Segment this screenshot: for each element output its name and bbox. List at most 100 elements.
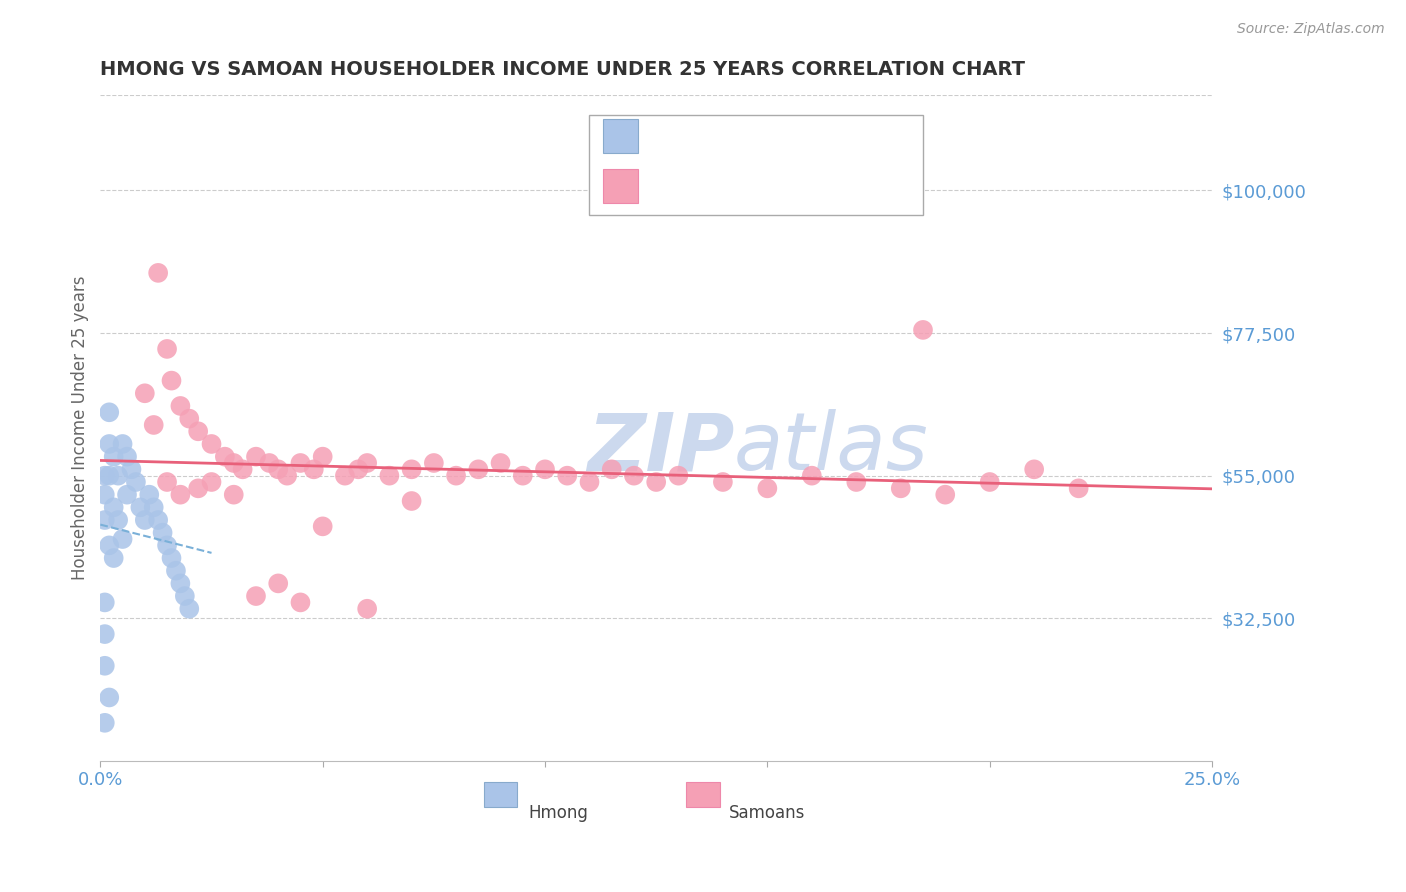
Point <box>1024 462 1046 476</box>
Point <box>711 475 734 489</box>
Point <box>245 589 267 603</box>
Point <box>232 462 254 476</box>
Point <box>169 399 191 413</box>
Point <box>623 468 645 483</box>
Point <box>512 468 534 483</box>
Point <box>94 627 117 641</box>
Point <box>222 456 245 470</box>
Point <box>222 488 245 502</box>
Point <box>94 513 117 527</box>
Point <box>173 589 195 603</box>
Bar <box>603 119 638 153</box>
Point <box>115 488 138 502</box>
Bar <box>686 782 720 807</box>
Point <box>187 425 209 439</box>
Point <box>142 417 165 432</box>
Point <box>115 450 138 464</box>
Bar <box>603 169 638 203</box>
Point <box>259 456 281 470</box>
Text: Source: ZipAtlas.com: Source: ZipAtlas.com <box>1237 22 1385 37</box>
Point <box>800 468 823 483</box>
Point <box>979 475 1001 489</box>
Point <box>467 462 489 476</box>
Point <box>276 468 298 483</box>
Point <box>94 468 117 483</box>
Point <box>138 488 160 502</box>
Point <box>845 475 868 489</box>
Text: R = -0.058: R = -0.058 <box>654 174 751 192</box>
Point <box>668 468 690 483</box>
Point <box>125 475 148 489</box>
Text: N = 30: N = 30 <box>787 124 849 142</box>
Point <box>489 456 512 470</box>
Point <box>401 494 423 508</box>
Text: ZIP: ZIP <box>586 409 734 487</box>
Point <box>98 468 121 483</box>
Point <box>179 601 201 615</box>
Point <box>98 405 121 419</box>
FancyBboxPatch shape <box>589 115 922 215</box>
Point <box>1067 481 1090 495</box>
Point <box>169 576 191 591</box>
Point <box>911 323 934 337</box>
Point <box>333 468 356 483</box>
Point <box>160 551 183 566</box>
Point <box>156 475 179 489</box>
Point <box>890 481 912 495</box>
Point <box>111 532 134 546</box>
Point <box>200 437 222 451</box>
Point <box>134 513 156 527</box>
Point <box>94 595 117 609</box>
Point <box>187 481 209 495</box>
Point <box>94 658 117 673</box>
Point <box>934 488 956 502</box>
Y-axis label: Householder Income Under 25 years: Householder Income Under 25 years <box>72 276 89 581</box>
Point <box>578 475 600 489</box>
Point <box>103 450 125 464</box>
Point <box>290 456 312 470</box>
Point <box>107 513 129 527</box>
Point <box>401 462 423 476</box>
Point <box>94 715 117 730</box>
Point <box>98 690 121 705</box>
Point <box>302 462 325 476</box>
Text: HMONG VS SAMOAN HOUSEHOLDER INCOME UNDER 25 YEARS CORRELATION CHART: HMONG VS SAMOAN HOUSEHOLDER INCOME UNDER… <box>100 60 1025 78</box>
Point <box>179 411 201 425</box>
Point <box>156 538 179 552</box>
Point <box>645 475 668 489</box>
Point <box>94 488 117 502</box>
Point <box>312 519 335 533</box>
Point <box>444 468 467 483</box>
Point <box>756 481 779 495</box>
Text: R =   0.132: R = 0.132 <box>654 124 756 142</box>
Point <box>356 601 378 615</box>
Point <box>356 456 378 470</box>
Point <box>169 488 191 502</box>
Point <box>152 525 174 540</box>
Point <box>121 462 143 476</box>
Point <box>98 437 121 451</box>
Point <box>312 450 335 464</box>
Point <box>165 564 187 578</box>
Point <box>103 551 125 566</box>
Text: Samoans: Samoans <box>728 804 804 822</box>
Point <box>534 462 557 476</box>
Point <box>200 475 222 489</box>
Point <box>146 266 169 280</box>
Text: atlas: atlas <box>734 409 929 487</box>
Point <box>378 468 401 483</box>
Point <box>290 595 312 609</box>
Point <box>142 500 165 515</box>
Point <box>156 342 179 356</box>
Point <box>267 462 290 476</box>
Point <box>98 538 121 552</box>
Point <box>555 468 578 483</box>
Point <box>107 468 129 483</box>
Point <box>347 462 370 476</box>
Point <box>134 386 156 401</box>
Point <box>103 500 125 515</box>
Point <box>245 450 267 464</box>
Point <box>423 456 446 470</box>
Point <box>160 374 183 388</box>
Point <box>146 513 169 527</box>
